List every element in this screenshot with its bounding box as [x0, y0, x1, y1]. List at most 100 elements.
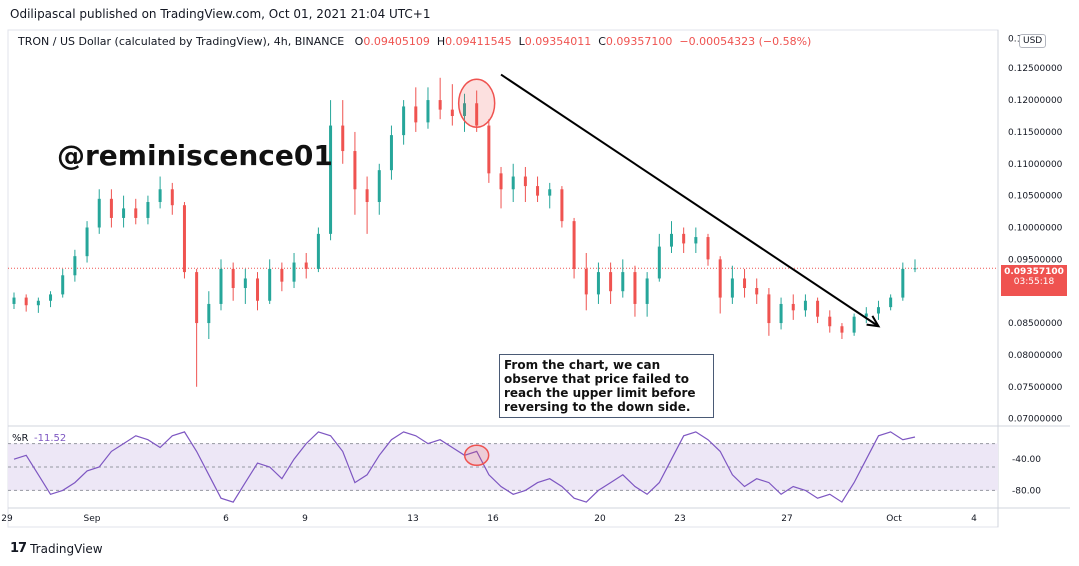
time-tick-label: 4	[971, 514, 977, 524]
price-chart[interactable]: 0.12500000 0.12000000 0.11500000 0.11000000…	[0, 0, 1079, 530]
candle-body	[353, 151, 357, 190]
candle-body	[195, 272, 199, 324]
price-tick-label: 0.08500000	[1008, 319, 1063, 329]
candle-body	[572, 221, 576, 269]
candle-body	[426, 100, 430, 123]
candle-body	[913, 268, 917, 270]
candle-body	[402, 106, 406, 136]
candle-body	[377, 170, 381, 203]
candle-body	[463, 103, 466, 117]
time-tick-label: 13	[407, 514, 418, 524]
indicator-name: %R	[12, 433, 29, 444]
candle-body	[536, 186, 540, 196]
candle-body	[645, 278, 649, 304]
candle-body	[755, 288, 759, 295]
close-label: C	[598, 35, 606, 48]
time-tick-label: 16	[487, 514, 499, 524]
indicator-tick-label: -40.00	[1012, 455, 1041, 465]
price-tick-label: 0.12000000	[1008, 96, 1063, 106]
candle-body	[487, 125, 491, 174]
time-tick-label: Oct	[886, 514, 902, 524]
candle-body	[146, 202, 150, 218]
candle-body	[292, 262, 296, 282]
candle-body	[268, 268, 272, 301]
chart-annotation: From the chart, we can observe that pric…	[499, 354, 714, 418]
candle-body	[791, 303, 795, 311]
candle-body	[109, 198, 113, 218]
candle-body	[779, 303, 783, 324]
candle-body	[694, 237, 698, 244]
candle-body	[864, 313, 868, 317]
candle-body	[743, 278, 747, 289]
candle-body	[280, 268, 284, 282]
currency-badge[interactable]: USD	[1019, 34, 1047, 48]
candle-body	[316, 233, 320, 269]
candle-body	[329, 125, 333, 234]
candle-body	[231, 268, 235, 289]
candle-body	[36, 300, 40, 306]
open-label: O	[354, 35, 364, 48]
candle-body	[475, 103, 479, 126]
highlight-circle-indicator	[463, 444, 490, 467]
candle-body	[523, 176, 527, 187]
time-tick-label: 6	[223, 514, 229, 524]
instrument-name: TRON / US Dollar (calculated by TradingV…	[18, 35, 345, 48]
candle-body	[633, 272, 637, 304]
candle-body	[414, 106, 418, 123]
candle-body	[609, 272, 613, 292]
candle-body	[170, 189, 174, 206]
candle-body	[621, 272, 625, 292]
candle-body	[438, 100, 442, 110]
candle-body	[584, 268, 588, 295]
candle-body	[828, 316, 832, 327]
candle-body	[596, 272, 600, 295]
indicator-tick-label: -80.00	[1012, 486, 1041, 496]
time-tick-label: 29	[1, 514, 13, 524]
candle-body	[657, 246, 661, 279]
highlight-circle-price	[457, 78, 496, 129]
candle-body	[304, 262, 308, 269]
candle-body	[243, 278, 247, 289]
candle-body	[499, 173, 503, 190]
candle-body	[876, 307, 880, 314]
candle-body	[816, 300, 820, 317]
candle-body	[901, 268, 905, 298]
candle-body	[207, 303, 211, 324]
price-tick-label: 0.10500000	[1008, 192, 1063, 202]
candle-body	[73, 256, 77, 276]
time-tick-label: 20	[594, 514, 606, 524]
price-tick-label: 0.11500000	[1008, 128, 1063, 138]
price-tick-label: 0.12500000	[1008, 64, 1063, 74]
price-tick-label: 0.08000000	[1008, 351, 1063, 361]
high-label: H	[436, 35, 446, 48]
price-tick-label: 0.11000000	[1008, 160, 1063, 170]
candle-body	[122, 208, 126, 218]
candle-body	[134, 208, 138, 218]
price-tick-label: 0.1	[1008, 34, 1022, 44]
candle-body	[560, 189, 564, 222]
candle-body	[718, 259, 722, 298]
high-value: 0.09411545	[445, 35, 512, 48]
indicator-value: -11.52	[34, 433, 66, 444]
candle-body	[85, 227, 89, 257]
candle-body	[706, 237, 710, 260]
candle-body	[682, 233, 686, 244]
change-value: −0.00054323 (−0.58%)	[679, 35, 812, 48]
candle-body	[669, 233, 673, 247]
candle-body	[852, 316, 856, 333]
candle-body	[61, 275, 65, 295]
author-watermark: @reminiscence01	[57, 139, 333, 172]
candle-body	[97, 198, 101, 228]
candle-body	[12, 297, 16, 304]
candle-body	[889, 297, 893, 308]
footer-brand[interactable]: TradingView	[30, 541, 103, 556]
low-value: 0.09354011	[524, 35, 592, 48]
candle-body	[182, 205, 186, 273]
price-tick-label: 0.09500000	[1008, 255, 1063, 265]
candle-body	[511, 176, 515, 190]
low-label: L	[518, 35, 525, 48]
price-tick-label: 0.10000000	[1008, 224, 1063, 234]
candle-body	[767, 294, 771, 324]
tradingview-logo-icon[interactable]: 17	[10, 541, 27, 556]
candle-body	[24, 297, 28, 306]
